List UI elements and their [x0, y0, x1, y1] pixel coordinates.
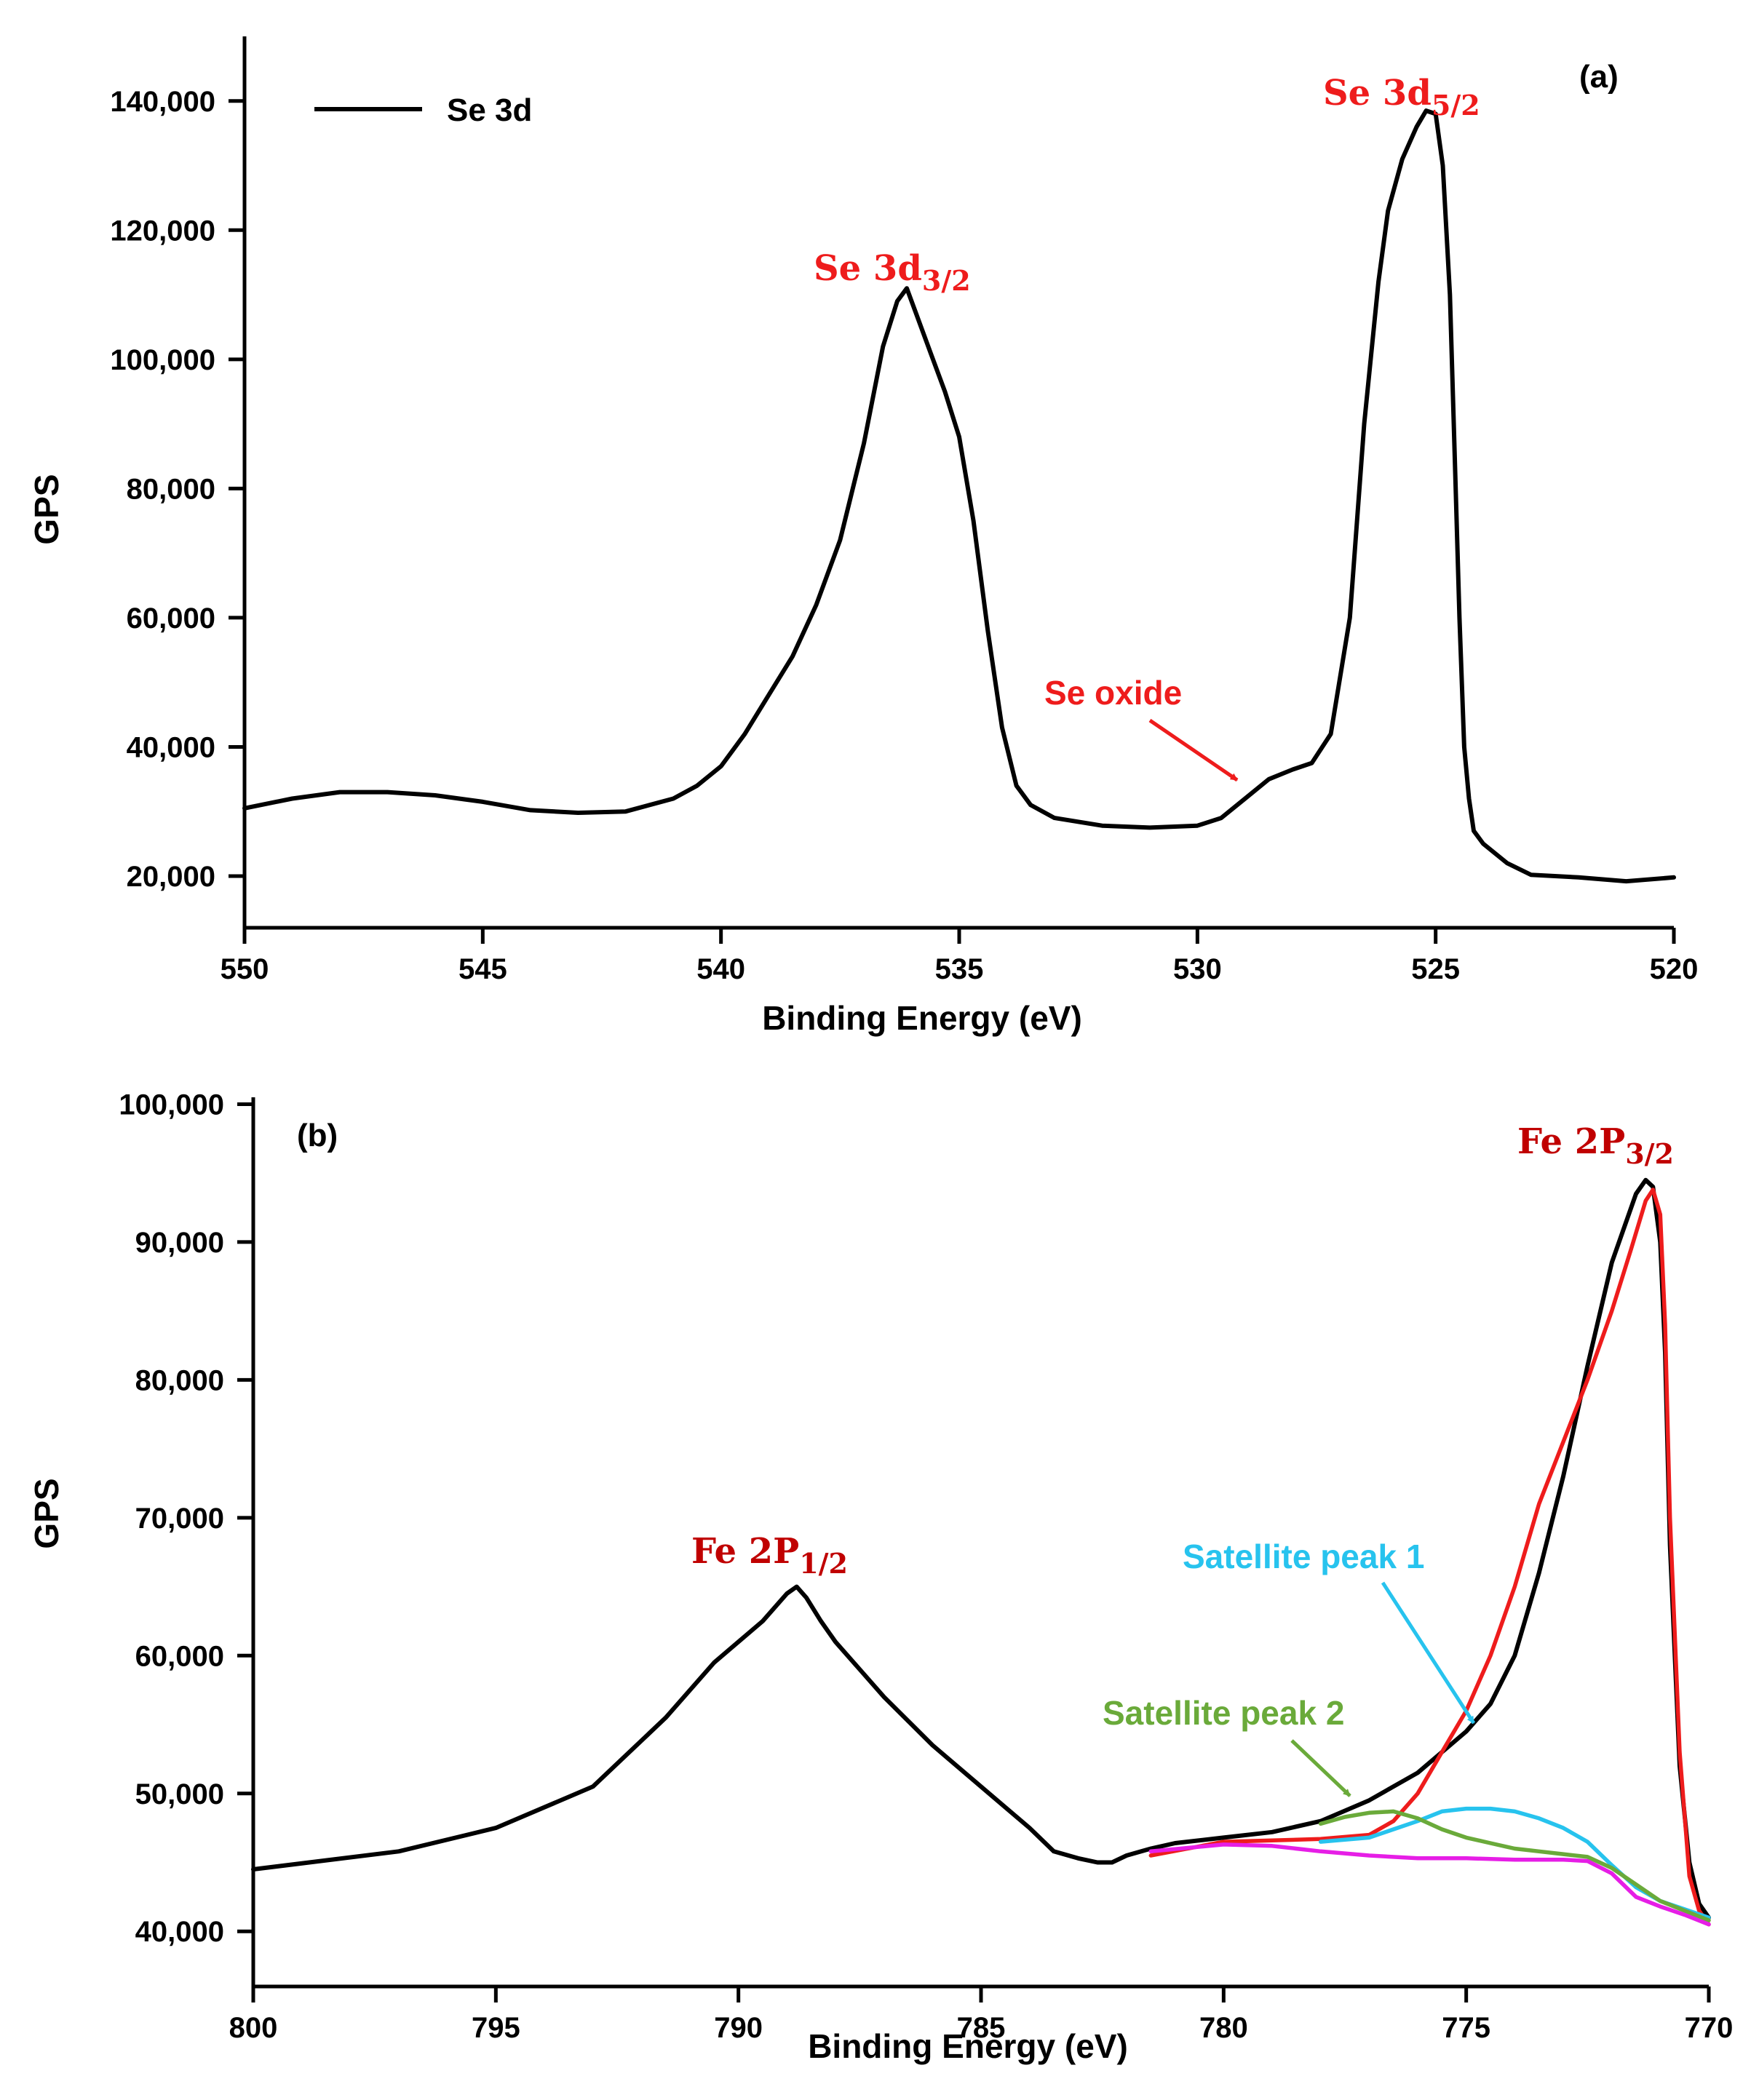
panel-a-axes: 550 545 540 535 530 525 520 20,000 40,000 60,000 8…	[110, 36, 1698, 985]
panel-a-x-tick-label: 525	[1411, 953, 1460, 985]
panel-b-series	[251, 1177, 1711, 1927]
panel-a-y-tick-label: 60,000	[127, 602, 215, 635]
panel-b-ylabel: GPS	[28, 1478, 65, 1548]
panel-a-y-tick-label: 40,000	[127, 731, 215, 763]
panel-b-y-tick-label: 70,000	[135, 1503, 224, 1535]
panel-b-y-tick-label: 90,000	[135, 1227, 224, 1259]
arrow-satellite-peak-2	[1290, 1739, 1351, 1797]
panel-a-x-tick-label: 540	[696, 953, 745, 985]
panel-b-label: (b)	[297, 1118, 338, 1153]
panel-a-legend: Se 3d	[314, 92, 532, 128]
panel-a-ylabel: GPS	[28, 474, 65, 544]
panel-b-xlabel: Binding Energy (eV)	[808, 2027, 1128, 2065]
legend-label-se-3d: Se 3d	[447, 92, 532, 128]
peak-label-fe-2p32: Fe 2P3/2	[1517, 1121, 1674, 1170]
annotation-se-oxide: Se oxide	[1044, 674, 1182, 712]
panel-b-y-tick-label: 50,000	[135, 1778, 224, 1810]
panel-a-x-tick-label: 545	[458, 953, 507, 985]
panel-a-x-tick-label: 520	[1650, 953, 1699, 985]
panel-a-x-tick-label: 530	[1173, 953, 1222, 985]
panel-a-y-tick-label: 20,000	[127, 861, 215, 893]
peak-label-fe-2p12: Fe 2P1/2	[691, 1531, 848, 1580]
peak-label-se-3d32: Se 3d3/2	[814, 248, 971, 297]
panel-b-x-tick-label: 795	[472, 2012, 520, 2044]
panel-a-y-tick-label: 100,000	[110, 344, 215, 376]
panel-a-y-tick-label: 80,000	[127, 473, 215, 505]
panel-a-y-tick-label: 120,000	[110, 215, 215, 247]
panel-b-x-tick-label: 780	[1199, 2012, 1248, 2044]
series-line-background	[1148, 1842, 1711, 1927]
panel-b-y-tick-label: 100,000	[119, 1089, 224, 1121]
series-line-fe-2p	[251, 1177, 1711, 1920]
series-line-satellite-peak-2	[1318, 1809, 1711, 1922]
panel-a-x-tick-label: 550	[221, 953, 269, 985]
panel-b: 800 795 790 785 780 775 770 40,000 50,000 60,000 7…	[28, 1089, 1733, 2065]
panel-b-x-tick-label: 800	[229, 2012, 278, 2044]
arrow-satellite-peak-1	[1381, 1581, 1476, 1725]
panel-b-x-tick-label: 770	[1685, 2012, 1734, 2044]
panel-a-label: (a)	[1579, 59, 1619, 95]
annotation-satellite-peak-2: Satellite peak 2	[1103, 1694, 1344, 1732]
series-line-se-3d	[242, 108, 1676, 884]
panel-a-y-tick-label: 140,000	[110, 86, 215, 118]
panel-a-series	[242, 108, 1676, 884]
panel-b-x-tick-label: 790	[714, 2012, 763, 2044]
panel-a-x-tick-label: 535	[935, 953, 984, 985]
peak-label-se-3d52: Se 3d5/2	[1323, 73, 1480, 122]
panel-b-axes: 800 795 790 785 780 775 770 40,000 50,000 60,000 7…	[119, 1089, 1733, 2044]
panel-b-y-tick-label: 60,000	[135, 1640, 224, 1672]
series-line-fit-fe-2p3-2	[1148, 1188, 1711, 1927]
panel-b-x-tick-label: 775	[1442, 2012, 1490, 2044]
panel-a-xlabel: Binding Energy (eV)	[762, 999, 1082, 1037]
arrow-se-oxide	[1148, 718, 1239, 782]
annotation-satellite-peak-1: Satellite peak 1	[1183, 1538, 1424, 1575]
panel-a: 550 545 540 535 530 525 520 20,000 40,000 60,000 8…	[28, 36, 1698, 1037]
panel-b-y-tick-label: 80,000	[135, 1364, 224, 1396]
panel-b-x-tick-label: 785	[957, 2012, 1006, 2044]
panel-b-y-tick-label: 40,000	[135, 1916, 224, 1948]
